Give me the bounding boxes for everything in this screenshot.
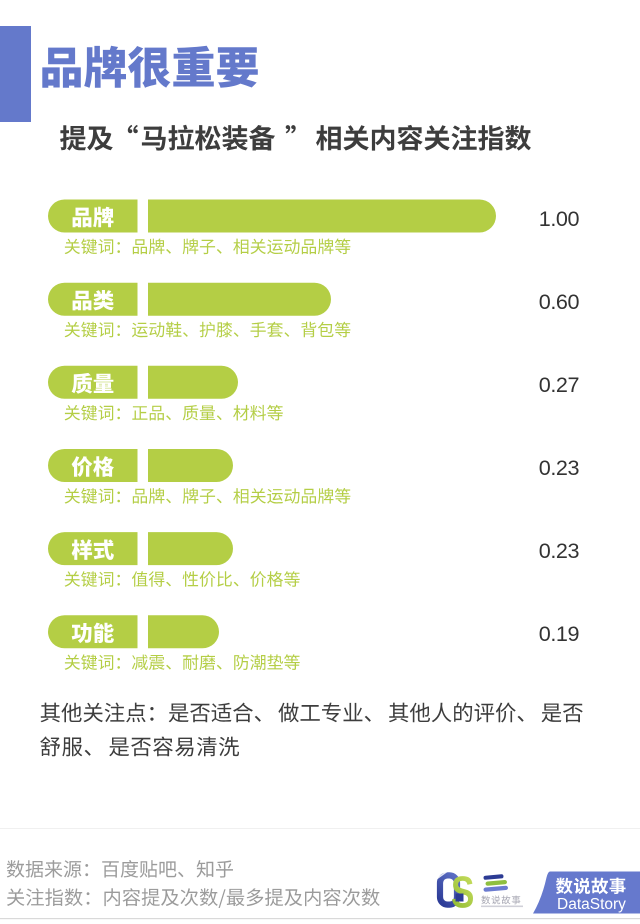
svg-text:DataStory: DataStory [557, 896, 626, 913]
